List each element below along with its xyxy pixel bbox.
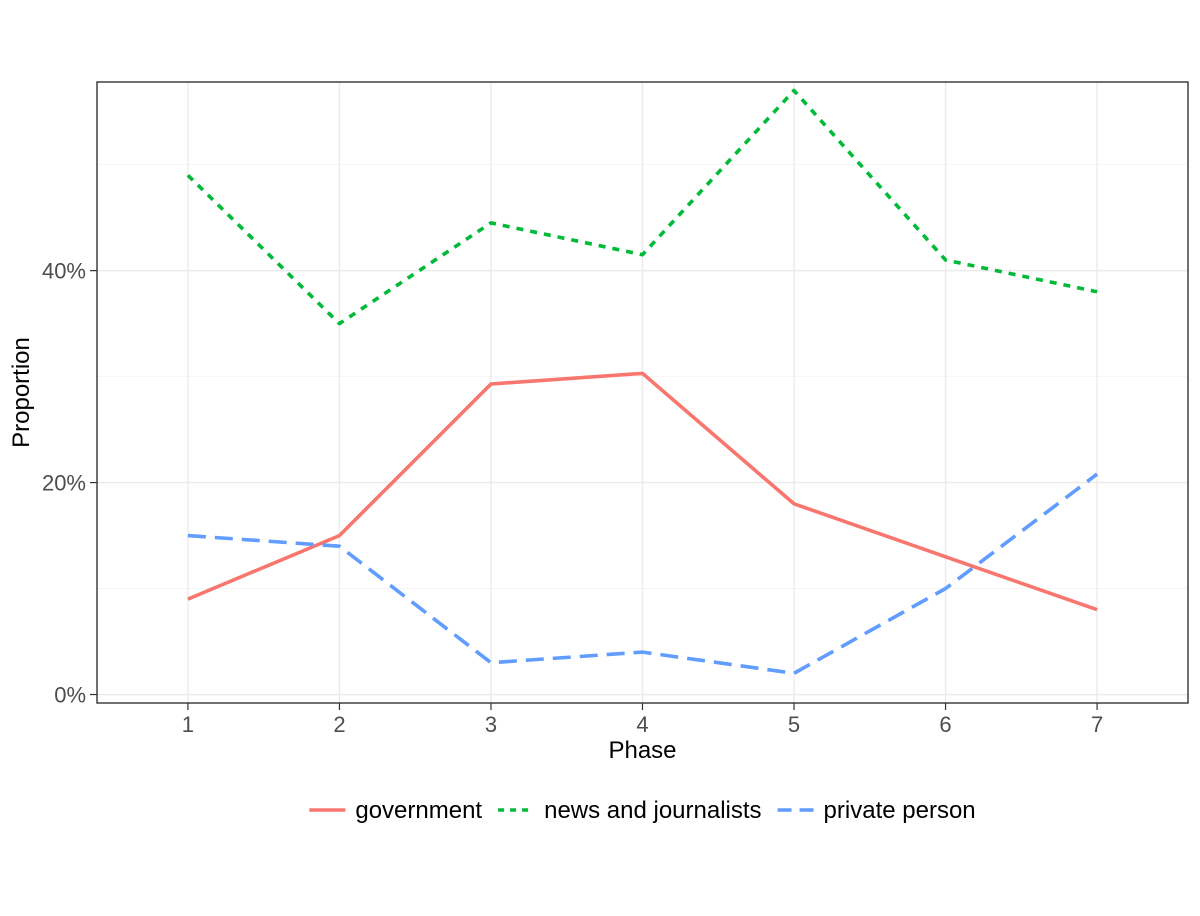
- series-lines: [186, 88, 1099, 676]
- legend: government news and journalists private pe…: [309, 797, 976, 824]
- x-tick-label-6: 7: [1091, 712, 1103, 737]
- y-tick-label-1: 20%: [42, 471, 86, 496]
- x-tick-label-0: 1: [182, 712, 194, 737]
- y-axis: 0% 20% 40%: [42, 259, 97, 708]
- x-tick-label-5: 6: [939, 712, 951, 737]
- series-line-private-person: [187, 472, 1099, 676]
- y-tick-label-0: 0%: [54, 683, 86, 708]
- series-line-news-and-journalists: [186, 88, 1098, 326]
- legend-label-2: private person: [824, 797, 976, 824]
- series-line-government: [187, 371, 1098, 612]
- legend-label-1: news and journalists: [544, 797, 761, 824]
- x-tick-label-1: 2: [333, 712, 345, 737]
- major-gridlines-x: [187, 82, 1098, 703]
- x-tick-label-4: 5: [788, 712, 800, 737]
- y-axis-title: Proportion: [8, 337, 35, 448]
- x-tick-label-3: 4: [636, 712, 648, 737]
- x-tick-label-2: 3: [485, 712, 497, 737]
- legend-label-0: government: [355, 797, 482, 824]
- y-tick-label-2: 40%: [42, 259, 86, 284]
- x-axis-title: Phase: [608, 737, 676, 764]
- x-axis: 1 2 3 4 5 6 7: [182, 703, 1103, 737]
